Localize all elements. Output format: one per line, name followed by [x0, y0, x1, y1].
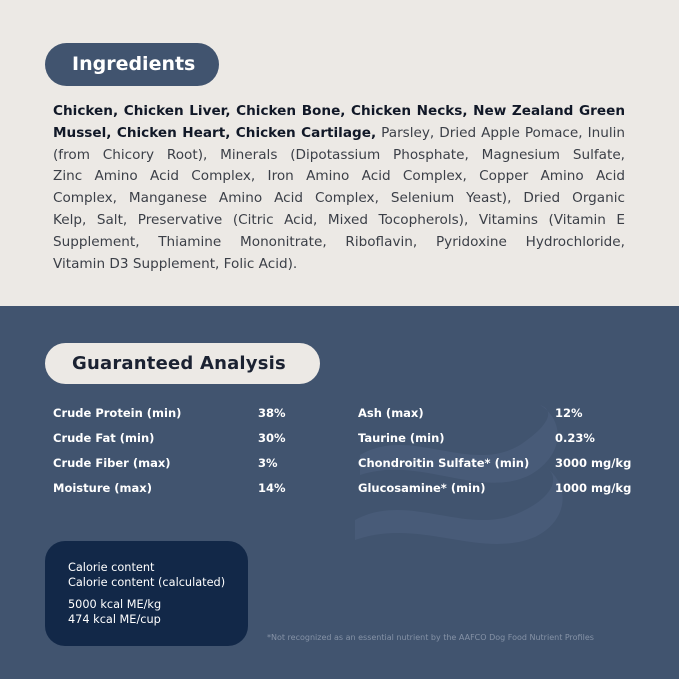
ingredient-text: Complex, Manganese Amino Acid Complex, S…: [53, 190, 625, 207]
calorie-calculated-label: Calorie content (calculated): [68, 576, 226, 589]
ingredients-line: Mussel, Chicken Heart, Chicken Cartilage…: [53, 123, 625, 145]
analysis-label: Moisture (max): [53, 481, 152, 495]
analysis-value: 1000 mg/kg: [555, 481, 632, 495]
analysis-value: 38%: [258, 406, 286, 420]
analysis-label: Glucosamine* (min): [358, 481, 486, 495]
analysis-label: Taurine (min): [358, 431, 445, 445]
ingredients-line: Supplement, Thiamine Mononitrate, Ribofl…: [53, 232, 625, 254]
analysis-value: 14%: [258, 481, 286, 495]
ingredients-line: Kelp, Salt, Preservative (Citric Acid, M…: [53, 210, 625, 232]
ingredients-line: Complex, Manganese Amino Acid Complex, S…: [53, 188, 625, 210]
calorie-per-cup: 474 kcal ME/cup: [68, 613, 161, 626]
ingredient-text: Vitamin D3 Supplement, Folic Acid).: [53, 255, 298, 272]
ingredients-line: Vitamin D3 Supplement, Folic Acid).: [53, 254, 625, 276]
analysis-label: Crude Protein (min): [53, 406, 182, 420]
analysis-value: 12%: [555, 406, 583, 420]
analysis-label: Chondroitin Sulfate* (min): [358, 456, 530, 470]
analysis-value: 30%: [258, 431, 286, 445]
ingredient-text: Parsley, Dried Apple Pomace, Inulin: [376, 124, 626, 141]
analysis-label: Crude Fat (min): [53, 431, 155, 445]
calorie-label: Calorie content: [68, 561, 155, 574]
guaranteed-analysis-heading: Guaranteed Analysis: [45, 343, 320, 384]
analysis-label: Ash (max): [358, 406, 424, 420]
analysis-value: 0.23%: [555, 431, 595, 445]
ingredient-text: Zinc Amino Acid Complex, Iron Amino Acid…: [53, 168, 625, 185]
ingredients-line: Zinc Amino Acid Complex, Iron Amino Acid…: [53, 166, 625, 188]
ingredient-text: Kelp, Salt, Preservative (Citric Acid, M…: [53, 211, 625, 228]
ingredients-heading: Ingredients: [45, 43, 219, 86]
ingredients-line: (from Chicory Root), Minerals (Dipotassi…: [53, 145, 625, 167]
calorie-per-kg: 5000 kcal ME/kg: [68, 598, 162, 611]
analysis-label: Crude Fiber (max): [53, 456, 171, 470]
analysis-value: 3000 mg/kg: [555, 456, 632, 470]
ingredient-bold-text: Mussel, Chicken Heart, Chicken Cartilage…: [53, 124, 377, 141]
wave-icon: [355, 405, 563, 545]
calorie-content-box: Calorie content Calorie content (calcula…: [45, 541, 248, 646]
analysis-value: 3%: [258, 456, 278, 470]
ingredient-text: (from Chicory Root), Minerals (Dipotassi…: [53, 146, 625, 163]
ingredients-line: Chicken, Chicken Liver, Chicken Bone, Ch…: [53, 101, 625, 123]
footnote: *Not recognized as an essential nutrient…: [267, 633, 594, 642]
ingredient-text: Supplement, Thiamine Mononitrate, Ribofl…: [53, 233, 625, 250]
ingredient-bold-text: Chicken, Chicken Liver, Chicken Bone, Ch…: [53, 103, 625, 119]
ingredients-list: Chicken, Chicken Liver, Chicken Bone, Ch…: [53, 101, 625, 275]
